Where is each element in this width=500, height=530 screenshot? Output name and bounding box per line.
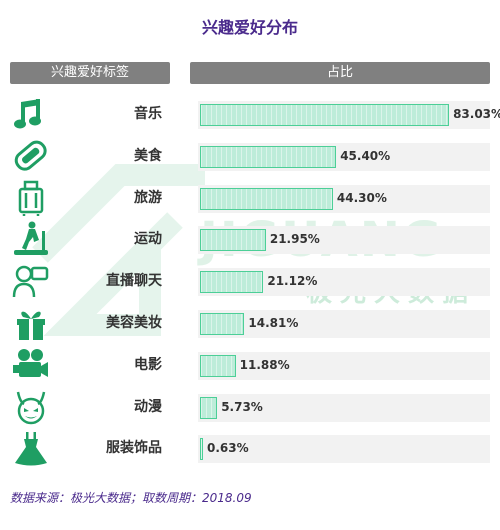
category-label: 直播聊天 [106,273,162,290]
bar-track [198,310,490,338]
bar [200,229,266,252]
bar-row: 旅游 44.30% [0,178,500,219]
luggage-icon [18,180,44,216]
value-column-header: 占比 [190,62,490,84]
bar-track [198,435,490,464]
category-label: 运动 [134,231,162,248]
value-label: 5.73% [221,399,263,414]
category-label: 美食 [134,147,162,164]
category-label: 电影 [134,356,162,373]
bar [200,438,203,461]
treadmill-icon [14,221,48,256]
bar [200,271,264,294]
dress-icon [15,432,47,466]
bar-row: 服装饰品 0.63% [0,428,500,469]
devil-mask-icon [16,391,46,424]
bar-track [198,351,490,380]
category-label: 动漫 [134,398,162,415]
bar-row: 电影 11.88% [0,345,500,386]
category-label: 音乐 [134,106,162,122]
bar-row: 音乐 83.03% [0,94,500,135]
bar [200,396,218,419]
category-label: 服装饰品 [106,440,162,457]
bar-row: 直播聊天 21.12% [0,261,500,302]
bar-row: 美食 45.40% [0,136,500,177]
data-source-note: 数据来源：极光大数据；取数周期：2018.09 [10,491,252,505]
bar [200,104,450,126]
category-label: 旅游 [134,189,162,206]
music-icon [14,99,41,129]
value-label: 83.03% [453,107,500,121]
bar-track [198,393,490,422]
value-label: 14.81% [248,316,299,330]
food-icon [14,140,47,171]
bar [200,187,333,210]
value-label: 44.30% [336,190,387,205]
value-label: 0.63% [207,441,249,456]
chart-title: 兴趣爱好分布 [201,18,298,37]
bar [200,354,236,377]
bar [200,145,337,168]
category-column-header: 兴趣爱好标签 [10,62,170,84]
bar-row: 美容美妆 14.81% [0,303,500,344]
bar-row: 动漫 5.73% [0,387,500,428]
value-label: 11.88% [239,357,290,372]
bar-row: 运动 21.95% [0,219,500,260]
live-chat-icon [12,265,49,298]
bar [200,313,245,335]
movie-camera-icon [13,348,48,377]
value-label: 21.12% [267,274,318,289]
value-label: 21.95% [269,232,320,247]
category-label: 美容美妆 [106,315,162,331]
gift-icon [17,311,45,340]
value-label: 45.40% [340,148,391,163]
